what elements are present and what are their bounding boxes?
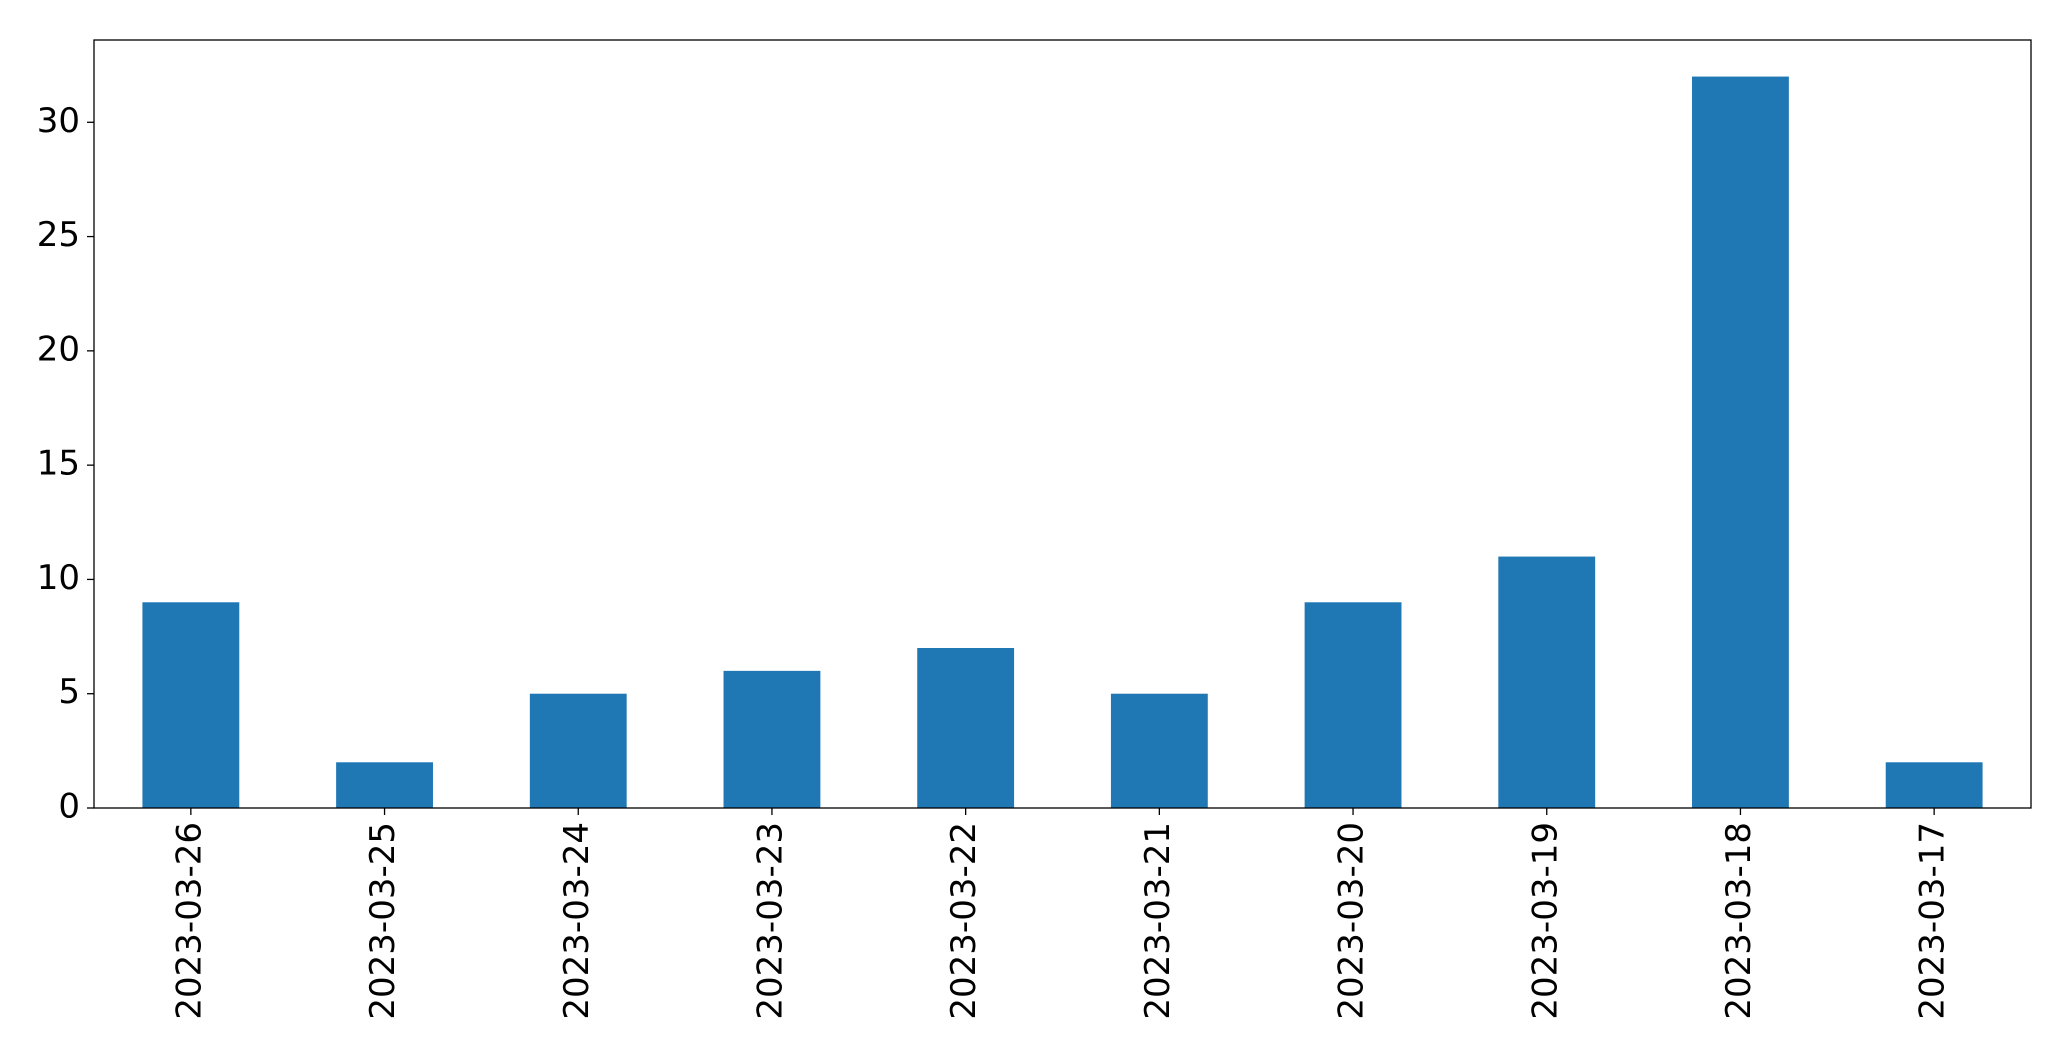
x-tick-label: 2023-03-21 [1138,822,1178,1020]
y-tick-label: 5 [58,672,80,712]
y-tick-label: 15 [37,444,80,484]
bar [723,670,821,808]
bar [1304,602,1402,808]
bar [142,602,240,808]
x-tick-label: 2023-03-17 [1913,822,1953,1020]
x-tick-label: 2023-03-22 [944,822,984,1020]
y-tick-label: 0 [58,787,80,827]
x-tick-label: 2023-03-23 [750,822,790,1020]
x-tick-label: 2023-03-26 [169,822,209,1020]
x-tick-label: 2023-03-20 [1332,822,1372,1020]
bar [1110,693,1208,808]
bar [1885,762,1983,808]
y-tick-label: 30 [37,101,80,141]
x-tick-label: 2023-03-25 [363,822,403,1020]
y-tick-label: 25 [37,215,80,255]
bar [917,648,1015,808]
x-tick-label: 2023-03-24 [557,822,597,1020]
plot-frame [93,39,2032,809]
y-tick-label: 20 [37,329,80,369]
y-tick-label: 10 [37,558,80,598]
bar [1498,556,1596,808]
bar [336,762,433,808]
bar [529,693,627,808]
x-tick-label: 2023-03-19 [1525,822,1565,1020]
bar [1692,76,1789,809]
x-tick-label: 2023-03-18 [1719,822,1759,1020]
